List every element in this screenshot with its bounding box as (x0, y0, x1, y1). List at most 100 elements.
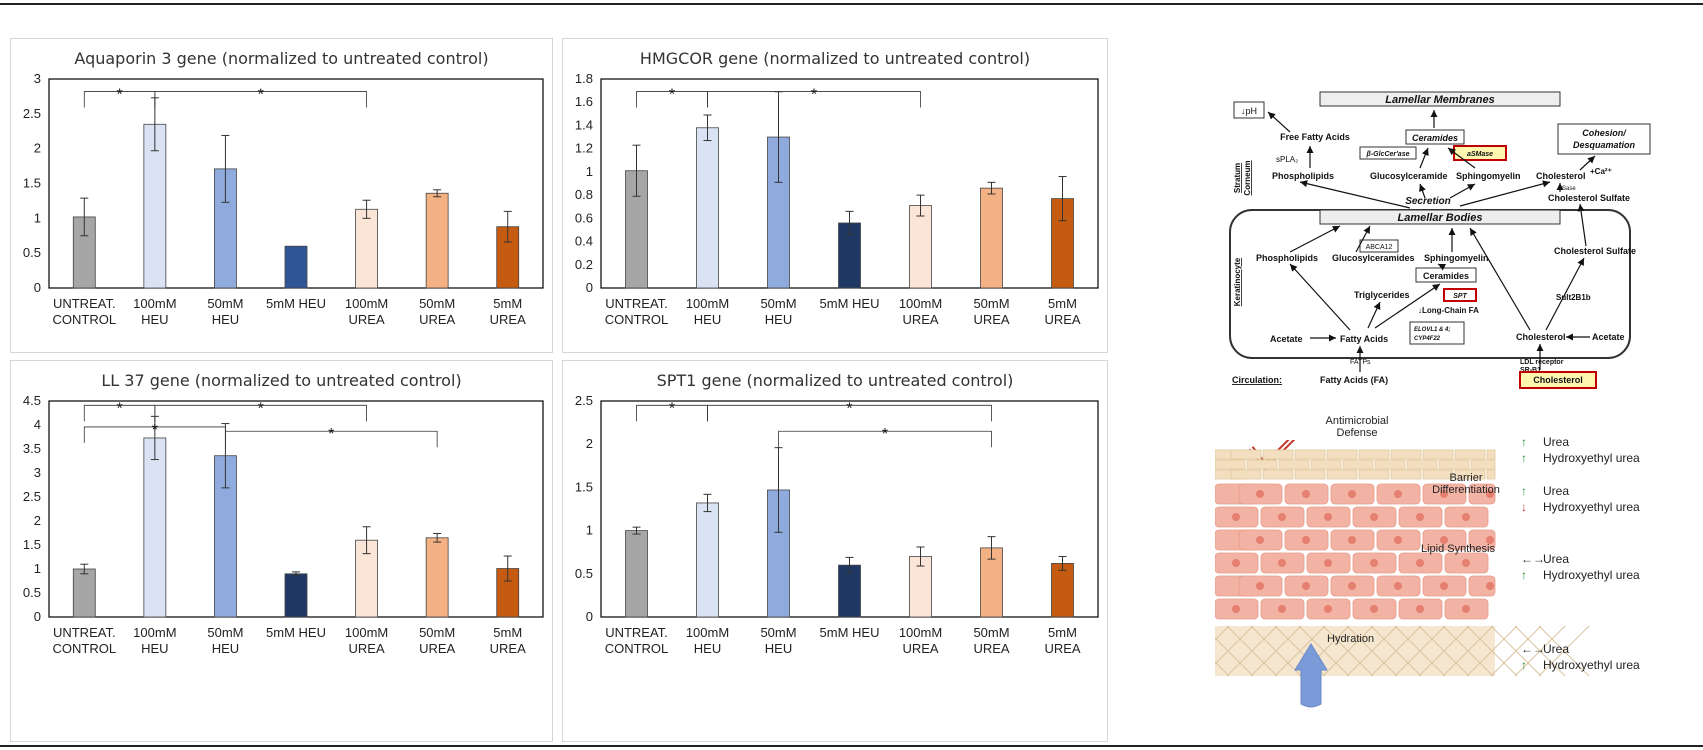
y-tick-label: 2.5 (575, 393, 593, 408)
acetate2-label: Acetate (1592, 332, 1625, 342)
chart-title: HMGCOR gene (normalized to untreated con… (639, 49, 1031, 68)
ceramides-box (1405, 129, 1465, 145)
chol-sulfate-label: Cholesterol Sulfate (1548, 193, 1630, 203)
x-tick-label: UREA (902, 312, 938, 327)
ca-label: +Ca²⁺ (1590, 167, 1612, 176)
y-tick-label: 1 (586, 523, 593, 538)
cell-nucleus (1278, 513, 1286, 521)
asmase-label: aSMase (1467, 151, 1493, 158)
x-tick-label: 50mM (760, 625, 796, 640)
hydration-arrow-icon (1294, 643, 1328, 708)
significance-bracket (778, 430, 992, 448)
x-tick-label: 100mM (686, 296, 729, 311)
x-tick-label: UREA (419, 641, 455, 656)
x-tick-label: 5mM HEU (266, 625, 326, 640)
y-tick-label: 0 (34, 280, 41, 295)
x-tick-label: 5mM (493, 625, 522, 640)
y-tick-label: 3 (34, 465, 41, 480)
x-tick-label: 100mM (133, 296, 176, 311)
y-tick-label: 2 (586, 436, 593, 451)
x-tick-label: 5mM (493, 296, 522, 311)
brick (1454, 469, 1486, 480)
significance-bracket (154, 404, 367, 422)
legend-row: ↓ Hydroxyethyl urea (1521, 500, 1640, 514)
lattice-line (1490, 625, 1542, 677)
x-tick-label: UNTREAT. (53, 296, 116, 311)
y-tick-label: 1 (34, 561, 41, 576)
cholesterol3-label: Cholesterol (1533, 375, 1583, 385)
brick (1374, 459, 1406, 470)
brick (1326, 469, 1358, 480)
x-tick-label: 5mM HEU (266, 296, 326, 311)
x-tick-label: HEU (694, 312, 721, 327)
cell-nucleus (1370, 513, 1378, 521)
chart-title: SPT1 gene (normalized to untreated contr… (656, 371, 1014, 390)
antimicrobial-label: Antimicrobial Defense (1297, 415, 1417, 439)
y-tick-label: 3.5 (23, 441, 41, 456)
cell-nucleus (1416, 559, 1424, 567)
x-tick-label: CONTROL (53, 641, 117, 656)
y-tick-label: 1.2 (575, 141, 593, 156)
cell-nucleus (1462, 605, 1470, 613)
antimicrobial-line1: Antimicrobial (1325, 415, 1389, 427)
keratinocyte-label: Keratinocyte (1233, 257, 1242, 306)
legend-text: Urea (1543, 642, 1570, 656)
ffa-label: Free Fatty Acids (1280, 132, 1350, 142)
cholesterol-label: Cholesterol (1536, 171, 1586, 181)
y-tick-label: 0 (34, 609, 41, 624)
y-tick-label: 2.5 (23, 489, 41, 504)
cell-nucleus (1394, 582, 1402, 590)
cell (1468, 483, 1496, 505)
x-tick-label: UREA (973, 312, 1009, 327)
chart-aquaporin3: 00.511.522.53UNTREAT.CONTROL100mMHEU50mM… (23, 71, 544, 327)
x-tick-label: HEU (212, 641, 239, 656)
bar (625, 530, 648, 618)
desquamation-label: Desquamation (1573, 140, 1636, 150)
x-tick-label: 100mM (345, 625, 388, 640)
legend-arrow: ↑ (1521, 568, 1527, 582)
bar (425, 537, 449, 618)
significance-star: * (116, 87, 122, 104)
legend-row: ↑ Urea (1521, 435, 1569, 449)
brick (1278, 459, 1310, 470)
legend-text: Urea (1543, 552, 1570, 566)
x-tick-label: UREA (1044, 641, 1080, 656)
brick (1215, 459, 1246, 470)
chart-panel-spt1: SPT1 gene (normalized to untreated contr… (562, 360, 1108, 742)
y-tick-label: 0 (586, 280, 593, 295)
significance-star: * (116, 400, 122, 417)
brick (1390, 469, 1422, 480)
significance-star: * (258, 400, 264, 417)
x-tick-label: UREA (490, 641, 526, 656)
phospholipids-label: Phospholipids (1272, 171, 1334, 181)
x-tick-label: 50mM (760, 296, 796, 311)
cell-nucleus (1302, 490, 1310, 498)
corneum-label: Corneum (1243, 160, 1252, 195)
y-tick-label: 0.5 (23, 245, 41, 260)
elovl2-label: CYP4F22 (1414, 336, 1441, 342)
brick (1294, 469, 1326, 480)
y-tick-label: 1.5 (575, 479, 593, 494)
x-tick-label: UREA (1044, 312, 1080, 327)
lattice-line (1538, 625, 1590, 677)
bar (72, 568, 96, 618)
legend-row: ↑ Hydroxyethyl urea (1521, 568, 1640, 582)
significance-star: * (258, 87, 264, 104)
bar (143, 437, 167, 618)
bar (355, 208, 378, 289)
x-tick-label: 100mM (899, 625, 942, 640)
antimicrobial-line2: Defense (1336, 427, 1378, 439)
cholesterol3-box (1519, 371, 1597, 389)
lattice-line (1370, 625, 1422, 677)
brick (1358, 449, 1390, 460)
bar (980, 187, 1003, 289)
legend-arrow: ↑ (1521, 658, 1527, 672)
legend-arrow: ←→ (1521, 552, 1545, 566)
chart-spt1: 00.511.522.5UNTREAT.CONTROL100mMHEU50mMH… (575, 393, 1099, 656)
x-tick-label: HEU (765, 312, 792, 327)
cell-nucleus (1462, 559, 1470, 567)
y-tick-label: 2.5 (23, 106, 41, 121)
x-tick-label: UNTREAT. (605, 625, 668, 640)
significance-bracket (707, 404, 992, 422)
cohesion-label: Cohesion/ (1582, 128, 1627, 138)
